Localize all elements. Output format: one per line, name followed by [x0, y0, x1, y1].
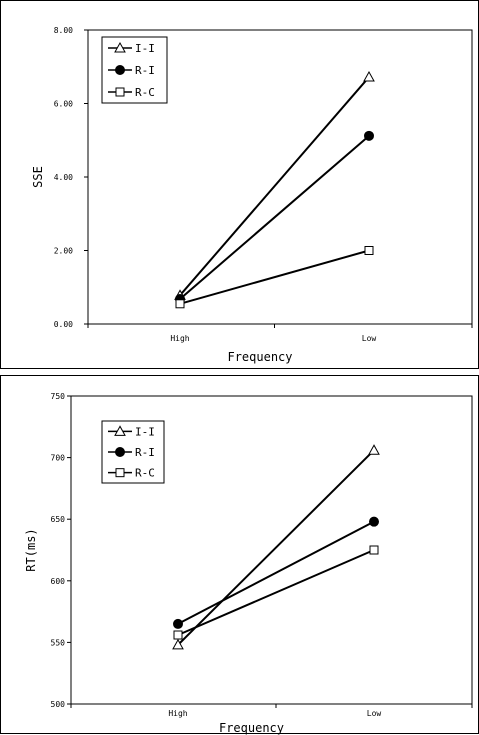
x-tick-label: High — [168, 709, 187, 718]
y-axis-title: SSE — [31, 166, 45, 188]
legend-label: R-C — [135, 467, 155, 480]
data-point-r-i — [369, 516, 379, 527]
y-tick-label: 4.00 — [54, 173, 73, 182]
y-tick-label: 0.00 — [54, 320, 73, 329]
legend-marker-r-c — [115, 468, 125, 478]
x-axis-title: Frequency — [227, 350, 292, 364]
y-tick-label: 650 — [51, 515, 66, 524]
series-line-i-i — [179, 76, 370, 296]
y-tick-label: 2.00 — [54, 247, 73, 256]
data-point-r-c — [173, 630, 183, 640]
y-tick-label: 700 — [51, 454, 66, 463]
series-line-r-c — [177, 549, 375, 636]
legend-marker-r-i — [115, 65, 125, 75]
data-point-i-i — [172, 638, 184, 650]
legend-label: R-I — [135, 64, 155, 77]
x-tick-label: Low — [367, 709, 382, 718]
legend-marker-r-i — [115, 447, 125, 457]
data-point-i-i — [363, 71, 375, 82]
y-axis-title: RT(ms) — [24, 528, 38, 571]
data-point-r-c — [175, 299, 185, 309]
rt-line-chart: 500 550 600 650 700 750 High Low Frequency RT(ms)… — [24, 392, 473, 735]
legend-marker-r-c — [115, 87, 125, 97]
sse-chart-panel: 0.00 2.00 4.00 6.00 8.00 High Low Frequency SSE I… — [0, 0, 479, 369]
series-line-i-i — [177, 449, 375, 646]
y-tick-label: 500 — [51, 700, 66, 709]
legend-marker-i-i — [114, 425, 126, 436]
legend-label: R-I — [135, 446, 155, 459]
data-point-r-c — [364, 246, 374, 255]
x-tick-label: Low — [362, 334, 377, 343]
legend-marker-i-i — [114, 41, 126, 53]
legend-label: R-C — [135, 86, 155, 99]
y-tick-label: 8.00 — [54, 26, 73, 35]
sse-line-chart: 0.00 2.00 4.00 6.00 8.00 High Low Frequency SSE I… — [31, 26, 473, 364]
data-point-i-i — [368, 444, 380, 455]
plot-area-frame — [70, 395, 473, 705]
series-line-r-c — [179, 249, 370, 305]
y-tick-label: 6.00 — [54, 100, 73, 109]
data-point-r-c — [369, 545, 379, 555]
data-point-r-i — [173, 618, 183, 629]
y-tick-label: 750 — [51, 392, 66, 401]
x-axis-title: Frequency — [219, 721, 284, 735]
legend-label: I-I — [135, 425, 155, 438]
series-line-r-i — [179, 135, 370, 300]
rt-chart-panel: 500 550 600 650 700 750 High Low Frequency RT(ms)… — [0, 375, 479, 735]
legend-label: I-I — [135, 42, 155, 55]
data-point-r-i — [364, 130, 374, 141]
series-line-r-i — [177, 520, 375, 625]
x-tick-label: High — [170, 334, 189, 343]
y-tick-label: 600 — [51, 577, 66, 586]
y-tick-label: 550 — [51, 638, 66, 647]
